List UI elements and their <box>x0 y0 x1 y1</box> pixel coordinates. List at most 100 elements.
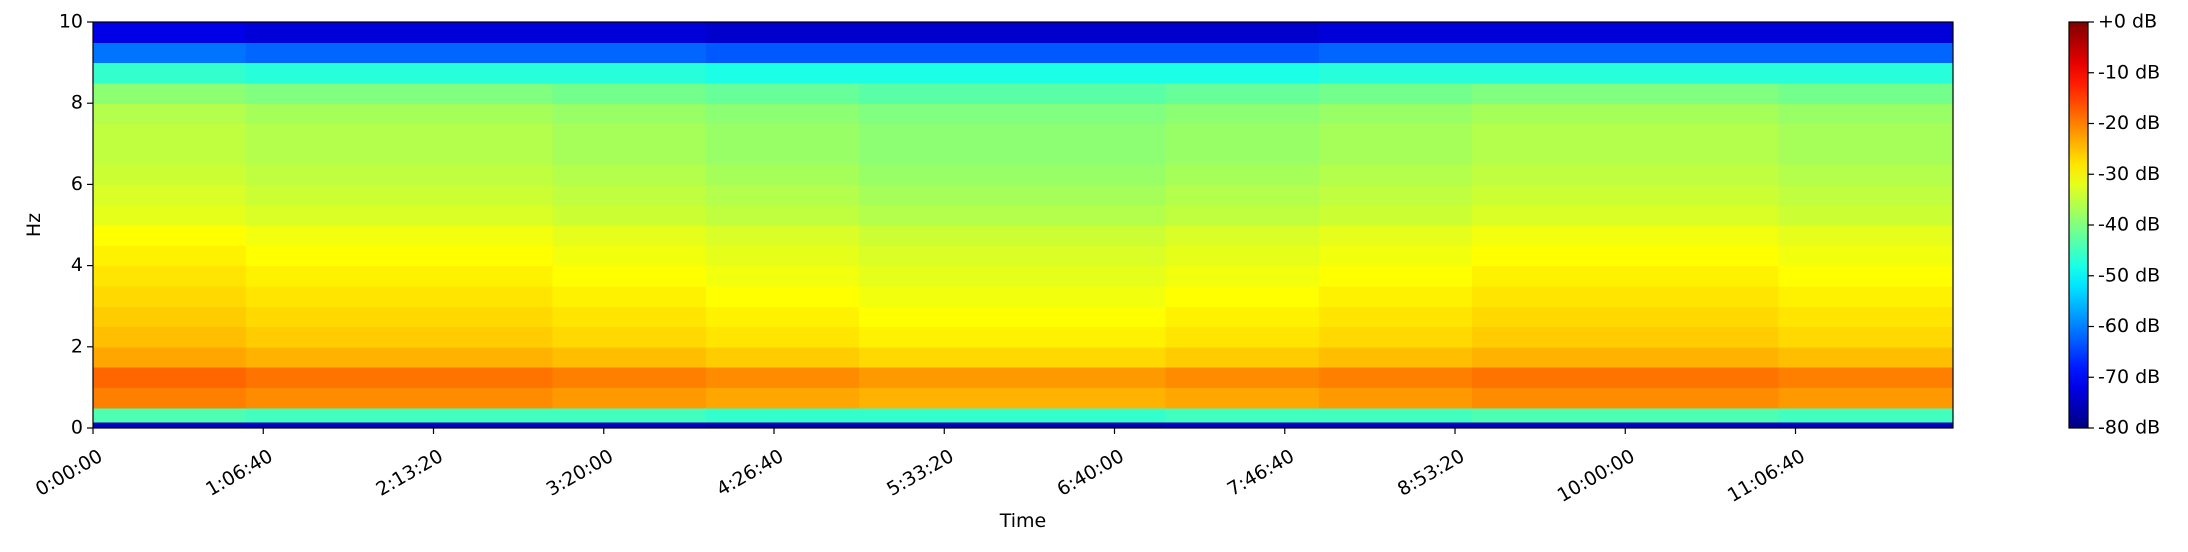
spectrogram-cell <box>1012 22 1167 43</box>
spectrogram-cell <box>1318 421 1473 429</box>
x-tick-label: 4:26:40 <box>713 445 787 501</box>
spectrogram-cell <box>705 285 860 307</box>
spectrogram-cell <box>859 184 1013 206</box>
spectrogram-cell <box>1625 367 1780 388</box>
spectrogram-cell <box>1012 143 1167 165</box>
spectrogram-cell <box>1012 103 1167 125</box>
spectrogram-cell <box>859 62 1013 84</box>
colorbar-tick-label: -70 dB <box>2098 366 2160 388</box>
spectrogram-cell <box>1778 421 1954 429</box>
spectrogram-cell <box>705 346 860 368</box>
spectrogram-cell <box>1165 42 1320 64</box>
spectrogram-cell <box>1778 42 1954 64</box>
spectrogram-cell <box>705 225 860 246</box>
x-tick-label: 1:06:40 <box>202 445 276 501</box>
spectrogram-cell <box>859 326 1013 348</box>
spectrogram-cell <box>1165 265 1320 287</box>
spectrogram-cell <box>93 245 247 267</box>
spectrogram-cell <box>93 62 247 84</box>
spectrogram-cell <box>1012 285 1167 307</box>
spectrogram-cell <box>705 123 860 145</box>
spectrogram-cell <box>246 387 401 409</box>
x-tick-label: 2:13:20 <box>372 445 446 501</box>
spectrogram-cell <box>1625 123 1780 145</box>
spectrogram-cell <box>399 62 554 84</box>
spectrogram-cell <box>1625 346 1780 368</box>
spectrogram-cell <box>1165 326 1320 348</box>
spectrogram-cell <box>1778 82 1954 104</box>
spectrogram-cell <box>859 225 1013 246</box>
spectrogram-cell <box>1165 143 1320 165</box>
colorbar-tick-label: -80 dB <box>2098 417 2160 439</box>
spectrogram-cell <box>1472 103 1626 125</box>
colorbar-tick-label: -60 dB <box>2098 315 2160 337</box>
colorbar-tick-label: +0 dB <box>2098 11 2157 33</box>
spectrogram-cell <box>1778 123 1954 145</box>
spectrogram-cell <box>1625 103 1780 125</box>
spectrogram-cell <box>1472 245 1626 267</box>
spectrogram-cell <box>246 265 401 287</box>
spectrogram-cell <box>1778 103 1954 125</box>
spectrogram-cell <box>1472 285 1626 307</box>
colorbar-tick-label: -50 dB <box>2098 264 2160 286</box>
spectrogram-cell <box>1472 306 1626 328</box>
spectrogram-cell <box>93 184 247 206</box>
spectrogram-cell <box>1165 103 1320 125</box>
x-tick-label: 3:20:00 <box>543 445 617 501</box>
spectrogram-cell <box>1318 265 1473 287</box>
y-tick-label: 0 <box>71 417 83 439</box>
spectrogram-cell <box>1318 245 1473 267</box>
spectrogram-cell <box>1625 421 1780 429</box>
spectrogram-cell <box>246 184 401 206</box>
spectrogram-cell <box>552 306 707 328</box>
spectrogram-cell <box>246 143 401 165</box>
spectrogram-cell <box>399 285 554 307</box>
spectrogram-cell <box>1165 184 1320 206</box>
spectrogram-cell <box>1625 143 1780 165</box>
spectrogram-cell <box>705 143 860 165</box>
spectrogram-cell <box>1472 143 1626 165</box>
spectrogram-cell <box>1012 326 1167 348</box>
spectrogram-cell <box>93 103 247 125</box>
spectrogram-cell <box>1778 367 1954 388</box>
spectrogram-cell <box>859 346 1013 368</box>
x-tick-label: 5:33:20 <box>883 445 957 501</box>
spectrogram-cell <box>1318 407 1473 423</box>
spectrogram-cell <box>93 326 247 348</box>
spectrogram-cell <box>859 143 1013 165</box>
spectrogram-cell <box>1472 82 1626 104</box>
spectrogram-cell <box>399 42 554 64</box>
spectrogram-cell <box>552 407 707 423</box>
spectrogram-cell <box>1472 184 1626 206</box>
y-tick-label: 8 <box>71 92 83 114</box>
spectrogram-cell <box>859 421 1013 429</box>
spectrogram-cell <box>93 306 247 328</box>
spectrogram-cells <box>93 22 1954 429</box>
spectrogram-cell <box>1472 421 1626 429</box>
spectrogram-cell <box>1165 22 1320 43</box>
spectrogram-cell <box>1165 62 1320 84</box>
spectrogram-cell <box>705 103 860 125</box>
spectrogram-cell <box>1012 204 1167 226</box>
spectrogram-cell <box>1318 346 1473 368</box>
x-tick-label: 11:06:40 <box>1724 445 1809 507</box>
spectrogram-cell <box>1778 285 1954 307</box>
spectrogram-cell <box>93 225 247 246</box>
colorbar-tick-label: -20 dB <box>2098 112 2160 134</box>
spectrogram-cell <box>552 421 707 429</box>
spectrogram-cell <box>1472 42 1626 64</box>
spectrogram-cell <box>1318 326 1473 348</box>
spectrogram-cell <box>1778 346 1954 368</box>
spectrogram-cell <box>1625 164 1780 185</box>
spectrogram-cell <box>93 22 247 43</box>
spectrogram-cell <box>705 367 860 388</box>
spectrogram-cell <box>1625 184 1780 206</box>
spectrogram-cell <box>1012 387 1167 409</box>
spectrogram-cell <box>859 306 1013 328</box>
spectrogram-cell <box>1165 367 1320 388</box>
spectrogram-cell <box>705 82 860 104</box>
spectrogram-cell <box>1012 421 1167 429</box>
spectrogram-cell <box>93 123 247 145</box>
spectrogram-cell <box>399 367 554 388</box>
spectrogram-cell <box>399 184 554 206</box>
